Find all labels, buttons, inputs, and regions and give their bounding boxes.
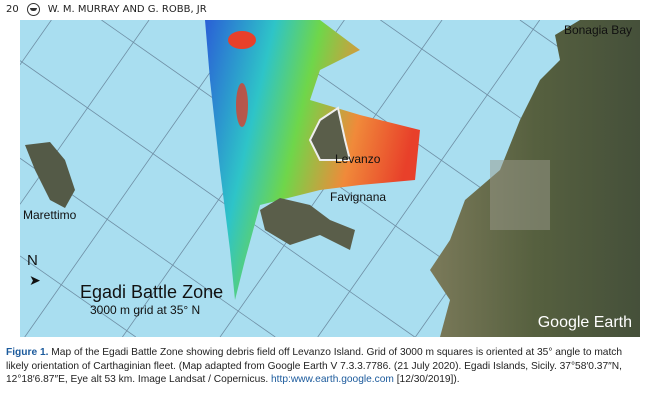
north-arrow-icon: ➤ [29, 272, 41, 288]
marettimo-island [25, 142, 75, 208]
grid-line [20, 255, 137, 337]
hotspot [228, 31, 256, 49]
google-earth-watermark: Google Earth [537, 314, 632, 331]
map-image [20, 20, 640, 337]
map-figure: Bonagia Bay Levanzo Favignana Marettimo … [20, 20, 640, 337]
bathymetry-survey [205, 20, 420, 300]
levanzo-island [308, 106, 352, 161]
caption-tail: [12/30/2019]). [393, 374, 460, 385]
caption-link[interactable]: http:www.earth.google.com [271, 374, 394, 385]
caption-text: Map of the Egadi Battle Zone showing deb… [6, 347, 623, 385]
authors: W. M. MURRAY AND G. ROBB, JR [47, 4, 207, 15]
label-levanzo: Levanzo [335, 152, 381, 166]
trapani-city [490, 160, 550, 230]
grid-line [317, 20, 541, 337]
map-title: Egadi Battle Zone [80, 282, 224, 302]
grid-line [20, 20, 52, 66]
page-number: 20 [6, 4, 19, 15]
grid-line [20, 60, 415, 337]
favignana-island [260, 198, 355, 250]
figure-caption: Figure 1. Map of the Egadi Battle Zone s… [6, 346, 642, 387]
running-header: 20 W. M. MURRAY AND G. ROBB, JR [6, 3, 207, 16]
publisher-logo-icon [26, 3, 40, 16]
north-label: N [27, 252, 38, 269]
label-marettimo: Marettimo [23, 208, 77, 222]
caption-label: Figure 1. [6, 347, 49, 358]
debris-field [236, 83, 248, 127]
label-bonagia: Bonagia Bay [563, 23, 632, 37]
map-subtitle: 3000 m grid at 35° N [90, 303, 201, 317]
label-favignana: Favignana [330, 190, 387, 204]
